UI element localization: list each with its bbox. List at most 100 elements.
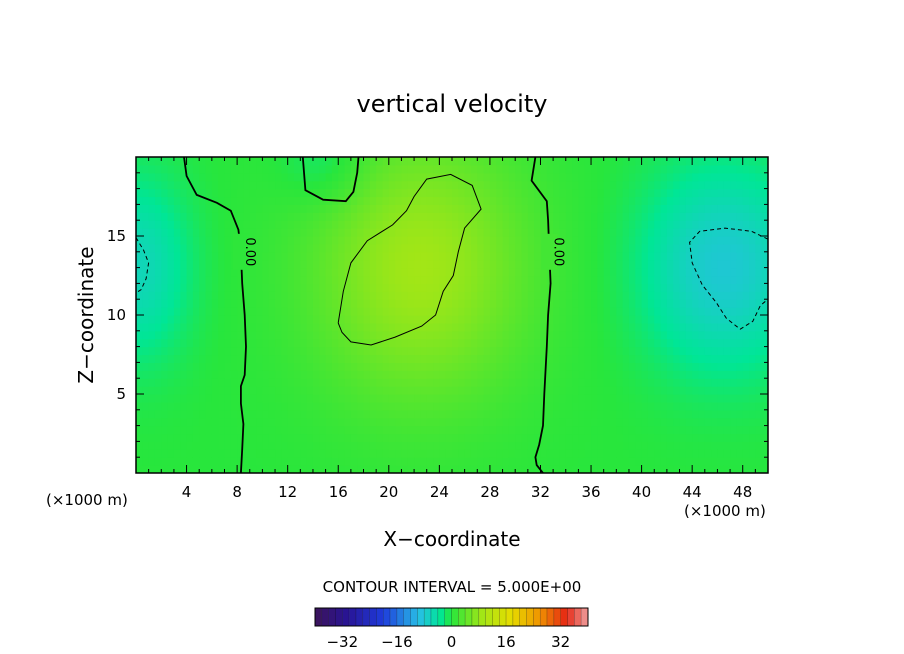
field-cell — [483, 299, 491, 308]
field-cell — [470, 457, 478, 466]
field-cell — [628, 228, 636, 237]
field-cell — [262, 236, 270, 245]
field-cell — [572, 259, 579, 269]
field-cell — [300, 425, 308, 435]
field-cell — [628, 386, 636, 395]
field-cell — [508, 378, 516, 387]
field-cell — [761, 362, 768, 371]
field-cell — [572, 354, 579, 363]
field-cell — [275, 283, 282, 292]
field-cell — [452, 457, 459, 466]
field-cell — [369, 236, 377, 245]
field-cell — [186, 259, 194, 269]
field-cell — [249, 212, 257, 221]
field-cell — [458, 465, 466, 473]
field-cell — [319, 362, 327, 371]
field-cell — [610, 243, 617, 253]
field-cell — [388, 457, 396, 466]
field-cell — [711, 236, 719, 245]
field-cell — [142, 236, 150, 245]
field-cell — [275, 346, 282, 356]
field-cell — [666, 196, 674, 205]
field-cell — [723, 243, 731, 253]
field-cell — [407, 354, 415, 363]
field-cell — [256, 204, 263, 213]
field-cell — [502, 354, 510, 363]
field-cell — [439, 457, 447, 466]
field-cell — [527, 394, 535, 403]
field-cell — [243, 354, 251, 363]
field-cell — [527, 401, 535, 411]
field-cell — [148, 362, 156, 371]
field-cell — [350, 204, 358, 213]
field-cell — [761, 378, 768, 387]
field-cell — [338, 362, 346, 371]
field-cell — [395, 212, 403, 221]
field-cell — [761, 346, 768, 356]
field-cell — [540, 307, 548, 316]
field-cell — [572, 362, 579, 371]
field-cell — [300, 291, 308, 300]
field-cell — [420, 401, 428, 411]
field-cell — [186, 330, 194, 340]
field-cell — [312, 315, 320, 324]
field-cell — [363, 228, 371, 237]
field-cell — [344, 275, 352, 284]
zero-contour-line — [183, 157, 247, 473]
field-cell — [205, 275, 213, 284]
field-cell — [230, 172, 238, 182]
field-cell — [679, 409, 687, 419]
field-cell — [414, 346, 421, 356]
field-cell — [136, 251, 143, 261]
field-cell — [591, 346, 598, 356]
field-cell — [711, 267, 719, 277]
colorbar-swatch — [471, 607, 480, 627]
field-cell — [730, 267, 737, 277]
field-cell — [660, 212, 668, 221]
field-cell — [647, 322, 655, 332]
field-cell — [262, 322, 270, 332]
field-cell — [749, 346, 756, 356]
field-cell — [338, 417, 346, 427]
colorbar-swatch — [430, 607, 439, 627]
field-cell — [508, 346, 516, 356]
field-cell — [249, 457, 257, 466]
field-cell — [439, 433, 447, 442]
field-cell — [357, 188, 365, 198]
field-cell — [458, 299, 466, 308]
field-cell — [730, 196, 737, 205]
field-cell — [660, 457, 668, 466]
field-cell — [628, 243, 636, 253]
field-cell — [445, 283, 453, 292]
field-cell — [736, 425, 744, 435]
field-cell — [350, 236, 358, 245]
field-cell — [635, 243, 643, 253]
field-cell — [616, 275, 624, 284]
field-cell — [199, 433, 207, 442]
colorbar-swatch — [403, 607, 411, 627]
field-cell — [407, 338, 415, 348]
field-cell — [401, 157, 409, 166]
field-cell — [647, 441, 655, 450]
field-cell — [256, 409, 263, 419]
field-cell — [666, 370, 674, 379]
field-cell — [591, 259, 598, 269]
field-cell — [698, 457, 706, 466]
field-cell — [628, 204, 636, 213]
field-cell — [584, 180, 592, 190]
field-cell — [350, 259, 358, 269]
field-cell — [755, 378, 763, 387]
field-cell — [167, 196, 175, 205]
field-cell — [540, 180, 548, 190]
field-cell — [483, 291, 491, 300]
field-cell — [376, 157, 384, 166]
field-cell — [230, 204, 238, 213]
field-cell — [489, 172, 497, 182]
field-cell — [218, 401, 226, 411]
field-cell — [597, 259, 605, 269]
field-cell — [445, 354, 453, 363]
field-cell — [186, 204, 194, 213]
field-cell — [218, 228, 226, 237]
field-cell — [180, 457, 188, 466]
field-cell — [692, 441, 700, 450]
